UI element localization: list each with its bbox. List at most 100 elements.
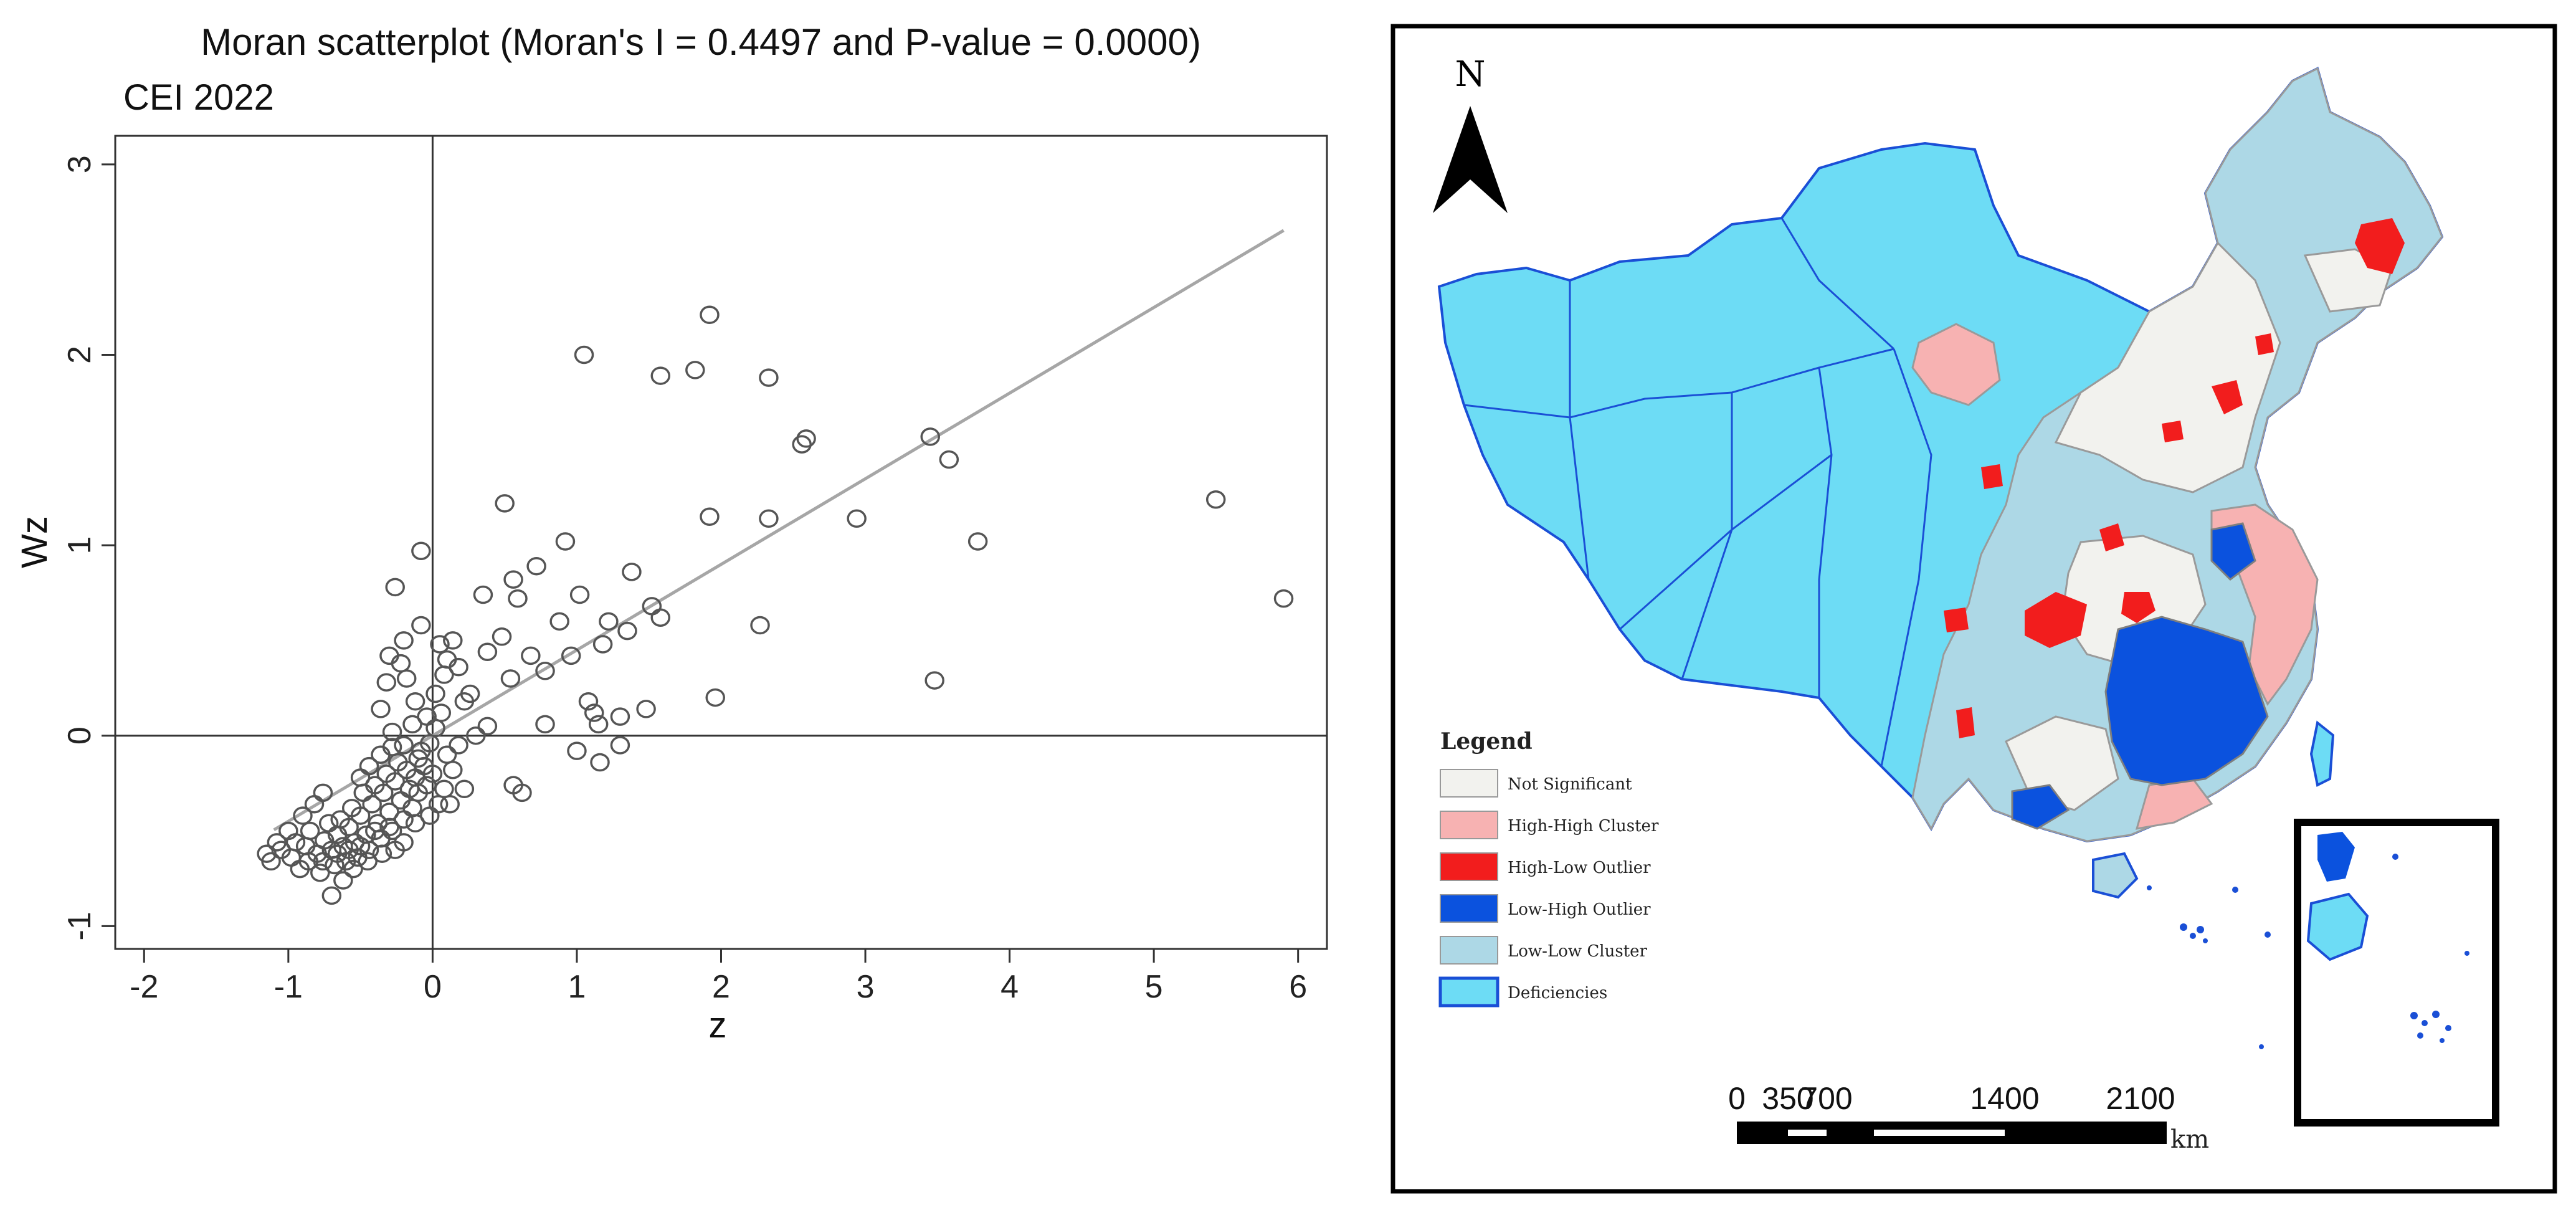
map-region-hainan (2092, 852, 2139, 899)
data-point (610, 707, 630, 726)
data-point (285, 833, 306, 852)
legend-title: Legend (1440, 728, 1533, 755)
data-point (411, 541, 431, 561)
y-tick-label: 0 (62, 726, 98, 745)
data-point (359, 756, 379, 776)
data-point (567, 741, 587, 760)
china-map (1437, 67, 2444, 899)
data-point (411, 616, 431, 635)
data-point (750, 616, 770, 635)
data-point (588, 715, 609, 734)
data-point (372, 844, 392, 863)
x-tick-label: 4 (1000, 969, 1019, 1005)
chart-title: Moran scatterplot (Moran's I = 0.4497 an… (201, 21, 1201, 63)
data-point (350, 837, 371, 855)
north-label: N (1455, 54, 1486, 95)
data-point (492, 627, 512, 646)
data-point (569, 585, 590, 604)
data-point (759, 368, 779, 387)
legend-label: Low-High Outlier (1508, 900, 1651, 919)
north-arrow-icon: N (1433, 54, 1508, 213)
x-tick-label: 1 (568, 969, 586, 1005)
data-point (405, 692, 425, 711)
lisa-cluster-map: N (1390, 24, 2557, 1194)
data-point (617, 621, 637, 641)
data-point (454, 692, 475, 711)
legend-label: High-High Cluster (1508, 817, 1659, 836)
legend-swatch (1440, 852, 1498, 881)
map-region-taiwan (2309, 720, 2335, 787)
data-point (321, 886, 342, 905)
data-point (495, 494, 515, 513)
data-point (396, 669, 417, 688)
data-point (920, 427, 940, 446)
x-axis: -2 -1 0 1 2 3 4 5 6 (130, 949, 1307, 1005)
data-point (379, 817, 399, 837)
x-tick-label: 6 (1289, 969, 1307, 1005)
legend-item: Not Significant (1440, 769, 1632, 798)
legend-swatch (1440, 769, 1498, 798)
data-points (257, 305, 1294, 905)
data-point (420, 806, 440, 825)
data-point (385, 772, 405, 791)
data-point (382, 738, 402, 756)
data-point (385, 578, 405, 597)
data-point (373, 783, 394, 803)
data-point (310, 864, 330, 882)
map-region-high-low (1944, 607, 1969, 632)
data-point (298, 852, 319, 871)
data-point (592, 635, 613, 654)
data-point (759, 509, 779, 528)
data-point (405, 814, 425, 833)
data-point (417, 707, 437, 726)
data-point (574, 345, 594, 364)
data-point (402, 715, 422, 734)
map-region-high-low (2162, 421, 2184, 442)
map-region-low-high (2210, 522, 2256, 581)
data-point (313, 852, 333, 871)
data-point (508, 589, 528, 608)
map-region-high-low (2255, 333, 2274, 355)
map-legend: Legend Not Significant High-High Cluster H… (1438, 728, 1659, 1008)
data-point (685, 361, 705, 379)
data-point (521, 646, 541, 665)
data-point (325, 855, 345, 875)
legend-label: Not Significant (1508, 775, 1632, 794)
x-tick-label: 3 (857, 969, 875, 1005)
data-point (700, 507, 720, 526)
data-point (792, 435, 812, 454)
data-point (394, 631, 414, 650)
data-point (394, 736, 414, 755)
data-point (437, 745, 457, 765)
data-point (339, 841, 359, 859)
data-point (327, 844, 348, 863)
data-point (443, 631, 463, 650)
data-point (267, 833, 287, 852)
legend-item: Low-High Outlier (1440, 894, 1651, 923)
data-point (333, 871, 353, 890)
data-point (365, 821, 385, 841)
scale-label: 1400 (1970, 1081, 2039, 1116)
data-point (700, 305, 720, 325)
data-point (477, 642, 498, 661)
data-point (535, 662, 555, 680)
data-point (430, 635, 450, 654)
data-point (847, 509, 867, 528)
map-region-high-low (2121, 592, 2155, 623)
regression-line (273, 229, 1285, 832)
data-point (362, 794, 382, 814)
legend-swatch (1440, 894, 1498, 923)
data-point (314, 831, 335, 850)
map-region-high-high (1911, 323, 2001, 406)
legend-item: High-Low Outlier (1440, 852, 1651, 881)
data-point (549, 612, 569, 631)
y-tick-label: 1 (62, 536, 98, 555)
data-point (257, 844, 277, 863)
legend-swatch (1440, 811, 1498, 839)
data-point (434, 665, 454, 684)
scale-label: 700 (1800, 1081, 1852, 1116)
province-boundaries (1463, 217, 1932, 767)
data-point (512, 783, 532, 803)
data-point (371, 700, 391, 718)
moran-scatterplot: Moran scatterplot (Moran's I = 0.4497 an… (14, 21, 1328, 1046)
